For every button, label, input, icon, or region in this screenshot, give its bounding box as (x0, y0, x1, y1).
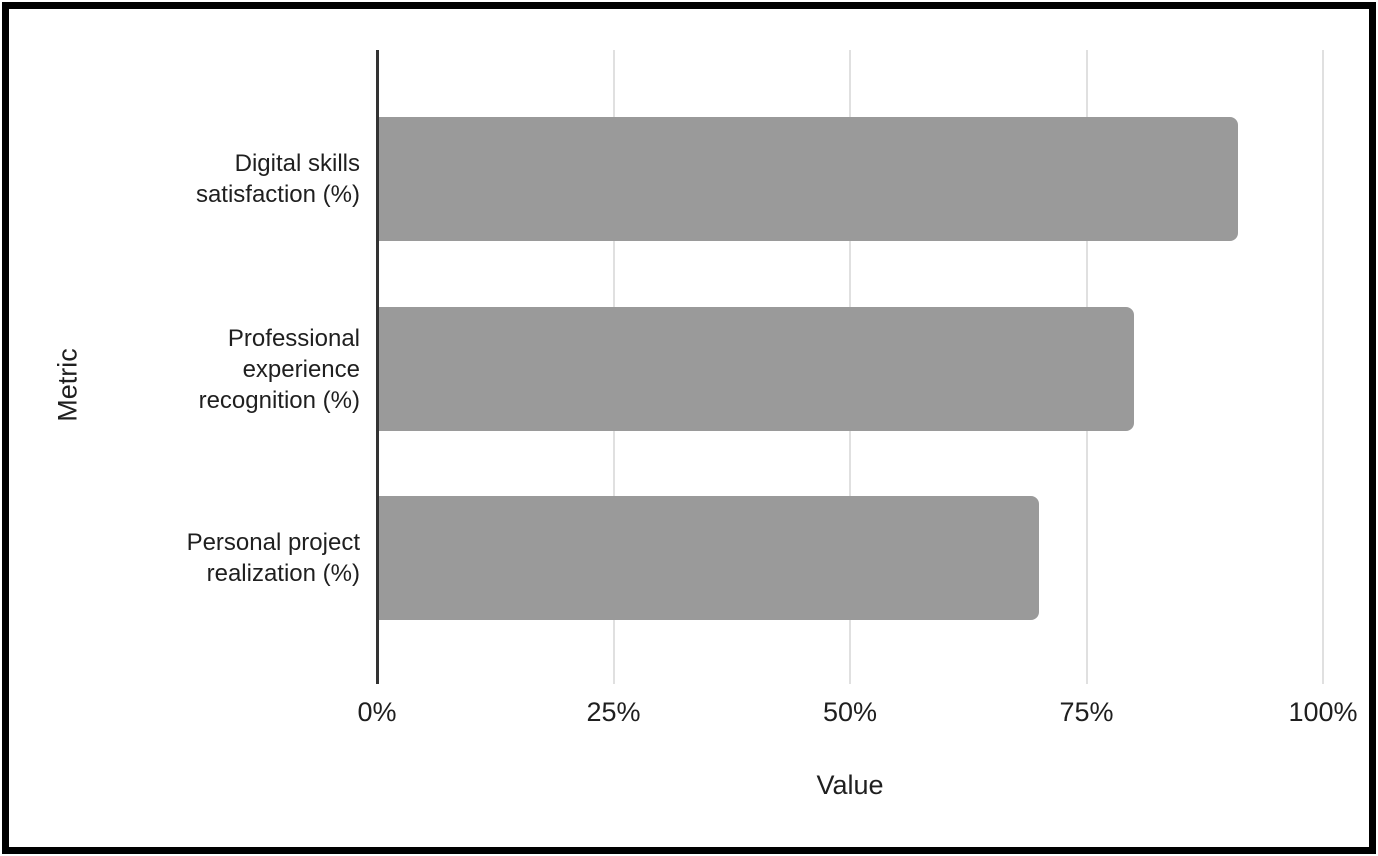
y-axis-baseline (376, 50, 379, 684)
category-label-2: Personal project realization (%) (186, 529, 360, 587)
category-labels: Digital skills satisfaction (%) Professio… (140, 50, 360, 677)
x-tick-labels: 0% 25% 50% 75% 100% (357, 697, 1357, 733)
x-tick-label: 100% (1288, 697, 1358, 727)
plot-area (376, 50, 1324, 684)
x-axis-title: Value (816, 770, 884, 800)
y-axis-title: Metric (52, 348, 83, 422)
category-label-1: Professional experience recognition (%) (198, 324, 360, 414)
x-tick-label: 50% (822, 697, 878, 727)
bar-0 (377, 117, 1238, 241)
gridline-100% (1322, 50, 1324, 684)
bar-2 (377, 496, 1040, 620)
x-tick-label: 0% (357, 697, 397, 727)
x-tick-label: 75% (1059, 697, 1114, 727)
x-tick-label: 25% (586, 697, 641, 727)
bar-1 (377, 307, 1134, 431)
category-label-0: Digital skills satisfaction (%) (195, 150, 360, 208)
